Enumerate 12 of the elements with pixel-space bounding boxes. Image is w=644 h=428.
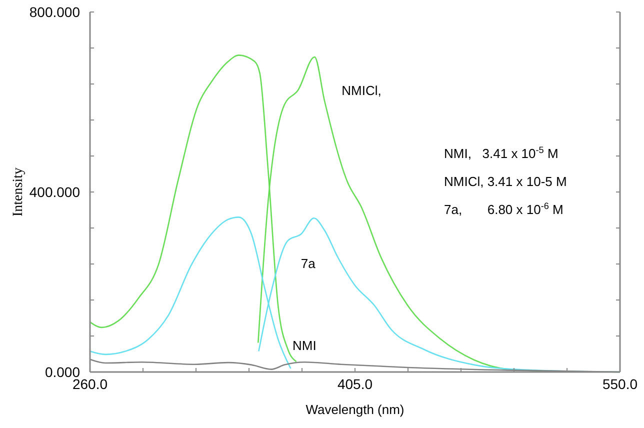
annotation: 7a, 6.80 x 10$^{-6}$ M	[444, 201, 564, 217]
x-axis-title: Wavelength (nm)	[306, 402, 404, 417]
x-tick-label: 405.0	[337, 376, 373, 392]
x-tick-label: 550.0	[602, 376, 638, 392]
series-label: NMI	[292, 338, 316, 354]
series-label: NMICl,	[342, 83, 382, 98]
annotation: NMI, 3.41 x 10$^{-5}$ M	[444, 145, 558, 161]
y-axis-title: Intensity	[11, 168, 26, 216]
y-tick-label: 800.000	[29, 4, 80, 20]
annotation: NMICl, 3.41 x 10-5 M	[444, 174, 567, 189]
series-label: 7a	[300, 256, 316, 272]
y-tick-label: 400.000	[29, 184, 80, 200]
